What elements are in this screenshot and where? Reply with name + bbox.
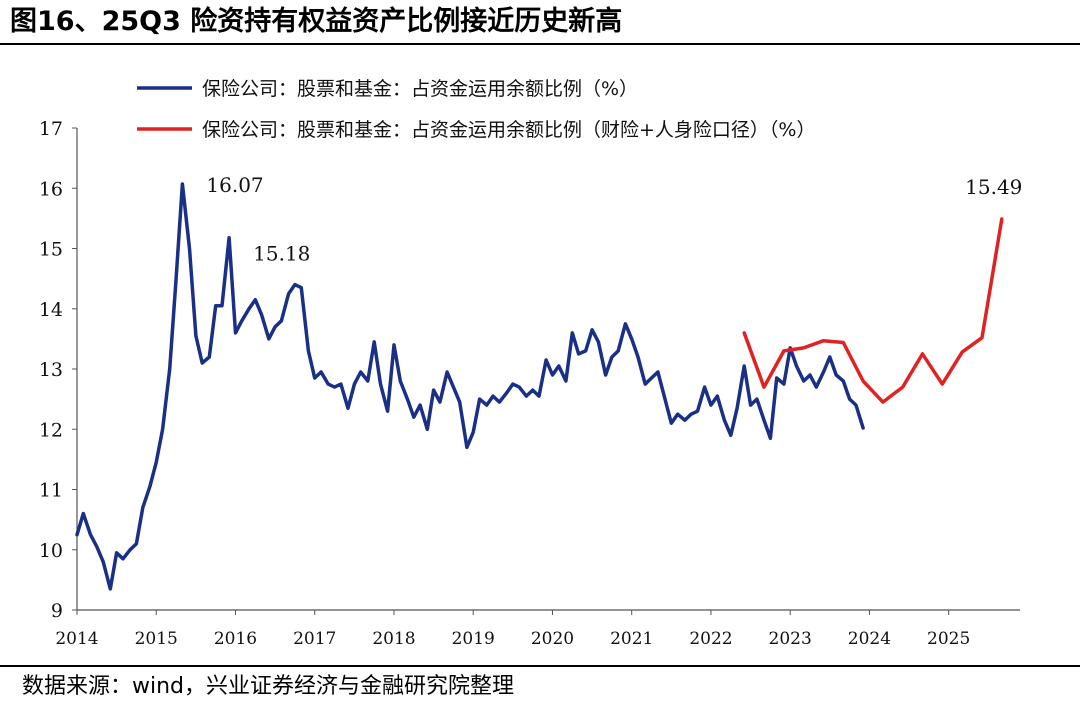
data-label: 16.07 (206, 173, 263, 197)
x-tick-label: 2023 (769, 629, 812, 649)
x-tick-label: 2017 (293, 629, 336, 649)
legend-label: 保险公司：股票和基金：占资金运用余额比例（财险+人身险口径）（%） (202, 119, 815, 141)
x-tick-label: 2024 (848, 629, 891, 649)
y-tick-label: 11 (39, 480, 63, 502)
x-tick-label: 2014 (55, 629, 98, 649)
line-chart: 9 10 11 12 13 14 15 16 17 2014 2015 2016 2017 2018 201… (39, 78, 1023, 649)
y-tick-label: 13 (39, 359, 63, 381)
y-tick-label: 15 (39, 239, 63, 261)
y-tick-label: 14 (39, 299, 63, 321)
y-tick-label: 12 (39, 419, 63, 441)
source-note: 数据来源：wind，兴业证券经济与金融研究院整理 (22, 674, 515, 699)
top-divider (0, 43, 1080, 45)
data-label: 15.18 (253, 242, 310, 266)
y-tick-label: 10 (39, 540, 63, 562)
y-tick-label: 17 (39, 118, 63, 140)
series-line-pc-life (742, 217, 1004, 404)
x-tick-label: 2018 (372, 629, 415, 649)
y-tick-label: 9 (51, 600, 63, 622)
series-line-total (75, 182, 865, 591)
y-tick-label: 16 (39, 178, 63, 200)
legend-label: 保险公司：股票和基金：占资金运用余额比例（%） (202, 78, 638, 100)
bottom-divider (0, 665, 1080, 667)
x-tick-label: 2016 (214, 629, 257, 649)
x-tick-label: 2025 (927, 629, 970, 649)
x-tick-label: 2015 (135, 629, 178, 649)
x-tick-label: 2020 (531, 629, 574, 649)
data-label: 15.49 (965, 175, 1022, 199)
x-tick-label: 2021 (610, 629, 653, 649)
page-title: 图16、25Q3 险资持有权益资产比例接近历史新高 (10, 6, 623, 37)
x-tick-label: 2022 (689, 629, 732, 649)
x-tick-label: 2019 (452, 629, 495, 649)
